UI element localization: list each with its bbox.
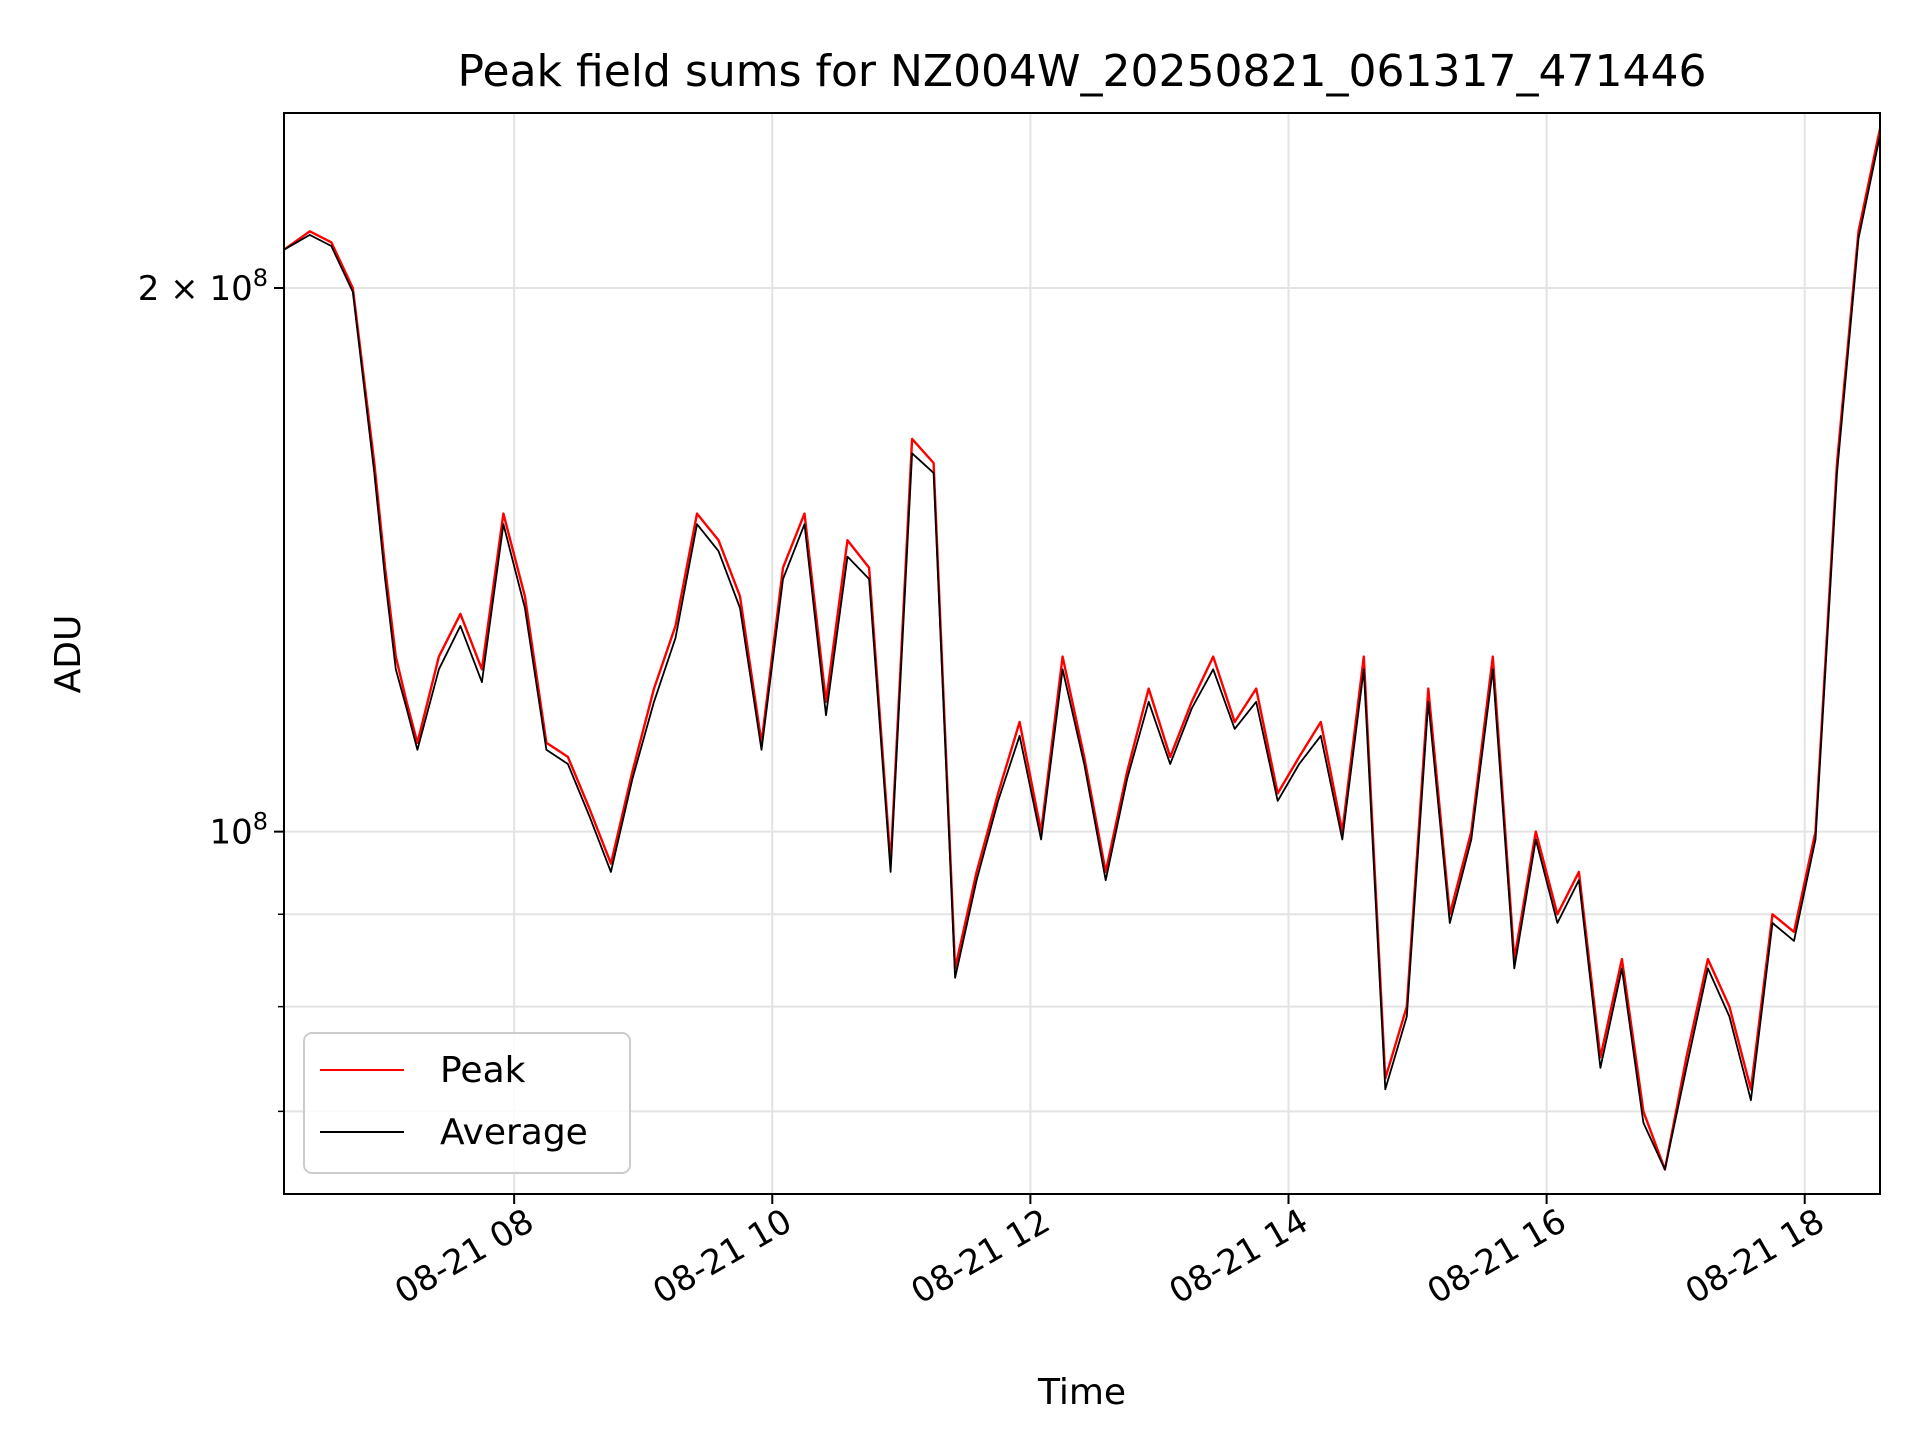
legend: Peak Average [303, 1032, 631, 1174]
plot-frame [283, 112, 1881, 1195]
x-tick-label-1: 08-21 10 [646, 1201, 798, 1312]
x-tick-label-3: 08-21 14 [1163, 1201, 1315, 1312]
chart-title: Peak field sums for NZ004W_20250821_0613… [458, 46, 1707, 97]
legend-label-peak: Peak [440, 1050, 526, 1091]
legend-box [303, 1032, 631, 1174]
x-tick-label-2: 08-21 12 [904, 1201, 1056, 1312]
x-axis: 08-21 08 08-21 10 08-21 12 08-21 14 08-21 16… [388, 1194, 1831, 1312]
series-layer [283, 128, 1882, 1171]
legend-label-average: Average [440, 1112, 588, 1153]
x-tick-label-5: 08-21 18 [1679, 1201, 1831, 1312]
series-average-line [283, 135, 1881, 1171]
series-peak-line [283, 128, 1882, 1171]
x-tick-label-0: 08-21 08 [388, 1201, 540, 1312]
y-tick-label-1: 2 × 108 [138, 264, 268, 309]
y-axis: 108 2 × 108 [138, 264, 284, 1113]
y-tick-label-0: 108 [209, 808, 268, 853]
x-axis-label: Time [1037, 1372, 1126, 1413]
grid [284, 113, 1880, 1194]
y-axis-label: ADU [48, 615, 89, 694]
x-tick-label-4: 08-21 16 [1421, 1201, 1573, 1312]
